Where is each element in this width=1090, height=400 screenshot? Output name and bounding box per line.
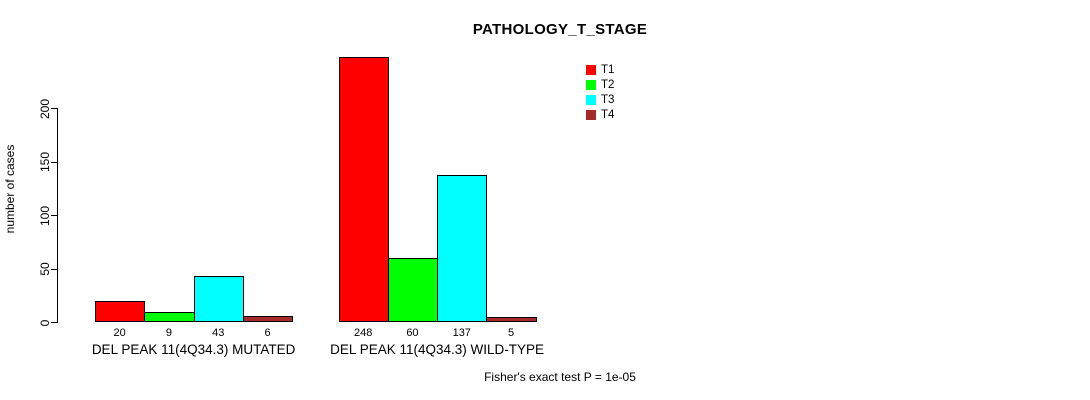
bar-t2-group1	[144, 312, 195, 322]
y-axis-tick	[51, 108, 58, 109]
legend-label: T4	[601, 108, 615, 121]
bar-value-label: 137	[452, 327, 471, 339]
y-axis-tick	[51, 215, 58, 216]
y-axis-tick-label: 100	[38, 205, 52, 226]
y-axis-tick-label: 50	[38, 262, 52, 276]
bar-value-label: 248	[353, 327, 373, 339]
legend-label: T2	[601, 78, 615, 91]
legend-item: T2	[586, 77, 614, 92]
bar-value-label: 6	[264, 327, 271, 339]
bar-value-label: 9	[165, 327, 172, 339]
bar-t4-group2	[486, 316, 537, 322]
y-axis-tick	[51, 322, 58, 323]
category-label: DEL PEAK 11(4Q34.3) WILD-TYPE	[330, 342, 545, 357]
category-label: DEL PEAK 11(4Q34.3) MUTATED	[91, 342, 296, 357]
bar-t1-group1	[95, 300, 146, 322]
legend-label: T1	[601, 63, 615, 76]
bar-t3-group1	[193, 275, 244, 322]
chart-title: PATHOLOGY_T_STAGE	[472, 21, 648, 38]
legend-swatch-t2	[586, 79, 596, 90]
legend-label: T3	[601, 93, 615, 106]
bar-t3-group2	[437, 175, 488, 322]
bar-t4-group1	[242, 315, 294, 322]
y-axis-tick-label: 200	[38, 98, 52, 119]
legend-swatch-t1	[586, 64, 596, 75]
legend: T1 T2 T3 T4	[586, 62, 614, 122]
y-axis-tick-label: 0	[38, 319, 52, 326]
legend-swatch-t3	[586, 94, 596, 105]
legend-item: T4	[586, 107, 614, 122]
y-axis-label: number of cases	[3, 144, 17, 234]
bar-value-label: 5	[507, 327, 515, 339]
y-axis-tick-label: 150	[38, 151, 52, 173]
bar-value-label: 43	[212, 327, 225, 339]
bar-t2-group2	[387, 257, 439, 322]
bar-value-label: 20	[113, 327, 126, 339]
legend-swatch-t4	[586, 109, 596, 120]
y-axis-tick	[51, 161, 58, 163]
y-axis-tick	[51, 268, 58, 270]
footnote: Fisher's exact test P = 1e-05	[484, 370, 636, 384]
legend-item: T1	[586, 62, 614, 77]
bar-value-label: 60	[406, 327, 419, 339]
bar-t1-group2	[338, 56, 389, 322]
legend-item: T3	[586, 92, 614, 107]
